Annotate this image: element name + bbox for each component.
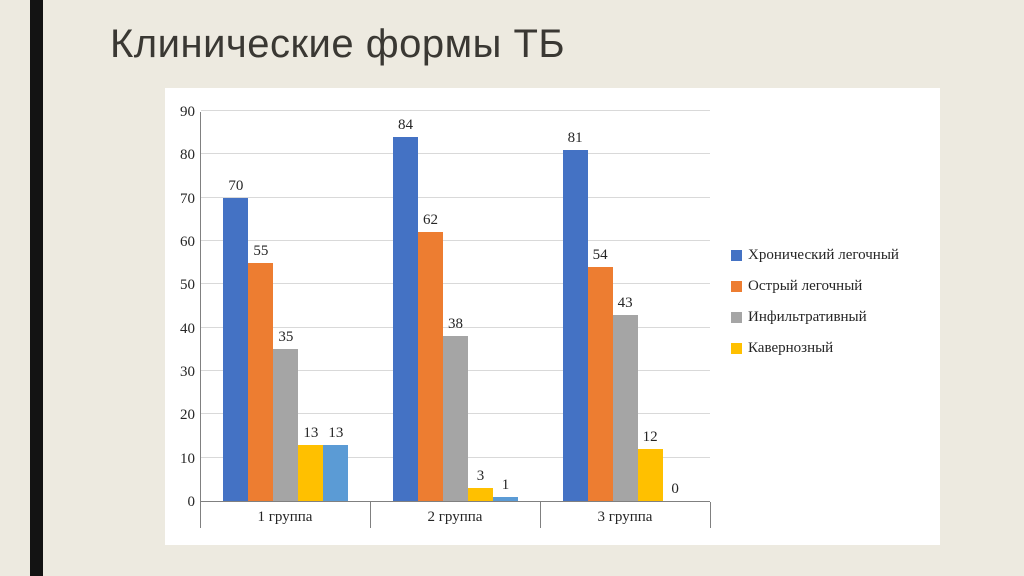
bar-value-label: 81 bbox=[567, 130, 583, 146]
legend-swatch bbox=[731, 250, 742, 261]
slide-title: Клинические формы ТБ bbox=[110, 22, 566, 66]
bar: 13 bbox=[298, 425, 324, 501]
bar-value-label: 12 bbox=[642, 429, 658, 445]
bar-value-label: 3 bbox=[476, 468, 485, 484]
bar: 84 bbox=[393, 117, 418, 501]
gridline bbox=[201, 240, 710, 241]
legend-swatch bbox=[731, 343, 742, 354]
y-tick-label: 90 bbox=[180, 104, 195, 120]
y-axis: 0 10 20 30 40 50 60 70 80 90 bbox=[165, 104, 195, 510]
y-tick-label: 70 bbox=[180, 190, 195, 207]
bar: 70 bbox=[223, 178, 249, 501]
bar-value-label: 13 bbox=[328, 424, 344, 441]
bar-value-label: 55 bbox=[253, 242, 269, 259]
bar: 62 bbox=[418, 212, 443, 501]
x-axis-tick bbox=[370, 502, 371, 528]
legend-label: Острый легочный bbox=[748, 278, 863, 294]
bar-value-label: 1 bbox=[501, 476, 510, 493]
bar: 81 bbox=[562, 130, 588, 501]
chart-card: 0 10 20 30 40 50 60 70 80 90 70 55 35 13 13 84 62 38 3 1 81… bbox=[165, 88, 940, 545]
legend-label: Кавернозный bbox=[748, 340, 834, 356]
bar-value-label: 35 bbox=[278, 329, 294, 346]
plot-area: 70 55 35 13 13 84 62 38 3 1 81 54 43 12 0 bbox=[200, 110, 710, 502]
legend-swatch bbox=[731, 312, 742, 323]
bar-value-label: 43 bbox=[617, 294, 633, 311]
gridline bbox=[201, 110, 710, 111]
bar: 13 bbox=[323, 425, 349, 501]
bar: 35 bbox=[273, 329, 299, 501]
legend-item: Инфильтративный bbox=[731, 302, 899, 333]
left-accent-bar bbox=[30, 0, 43, 576]
legend-item: Хронический легочный bbox=[731, 240, 899, 271]
bar-value-label: 13 bbox=[303, 424, 319, 441]
bar-group: 81 54 43 12 0 bbox=[540, 112, 710, 501]
gridline bbox=[201, 153, 710, 155]
legend-item: Острый легочный bbox=[731, 271, 899, 302]
bar-group: 70 55 35 13 13 bbox=[201, 112, 371, 501]
x-category-label: 1 группа bbox=[257, 509, 313, 525]
x-category-label: 3 группа bbox=[597, 509, 653, 525]
bar: 43 bbox=[612, 295, 638, 501]
legend-item: Кавернозный bbox=[731, 333, 899, 364]
y-tick-label: 30 bbox=[180, 364, 195, 380]
gridline bbox=[201, 196, 710, 198]
bar-value-label: 0 bbox=[671, 481, 679, 497]
legend-label: Инфильтративный bbox=[748, 309, 867, 325]
y-tick-label: 60 bbox=[180, 234, 195, 250]
y-tick-label: 20 bbox=[180, 407, 195, 424]
legend-label: Хронический легочный bbox=[748, 247, 899, 263]
gridline bbox=[201, 283, 710, 285]
bar-value-label: 70 bbox=[228, 177, 244, 194]
x-axis-tick bbox=[200, 502, 201, 528]
bar: 55 bbox=[248, 243, 274, 501]
x-axis-tick bbox=[540, 502, 541, 528]
bar-groups: 70 55 35 13 13 84 62 38 3 1 81 54 43 12 0 bbox=[201, 112, 710, 501]
bar-value-label: 54 bbox=[592, 247, 608, 263]
bar: 12 bbox=[637, 429, 663, 501]
x-axis: 1 группа 2 группа 3 группа bbox=[200, 502, 711, 529]
y-tick-label: 40 bbox=[180, 320, 195, 337]
y-tick-label: 50 bbox=[180, 277, 195, 294]
bar: 38 bbox=[443, 316, 468, 501]
legend-swatch bbox=[731, 281, 742, 292]
bar-group: 84 62 38 3 1 bbox=[371, 112, 541, 501]
y-tick-label: 0 bbox=[187, 494, 196, 510]
bar-value-label: 84 bbox=[398, 117, 413, 133]
y-tick-label: 80 bbox=[180, 147, 195, 164]
gridline bbox=[201, 326, 710, 328]
bar: 3 bbox=[468, 468, 493, 501]
x-category-label: 2 группа bbox=[427, 509, 483, 525]
bar: 1 bbox=[493, 477, 518, 501]
bar-value-label: 38 bbox=[448, 316, 463, 333]
y-tick-label: 10 bbox=[180, 450, 195, 467]
bar: 54 bbox=[587, 247, 613, 501]
x-axis-tick bbox=[710, 502, 711, 528]
bar-value-label: 62 bbox=[423, 212, 438, 229]
chart-legend: Хронический легочный Острый легочный Инфил… bbox=[731, 240, 899, 364]
